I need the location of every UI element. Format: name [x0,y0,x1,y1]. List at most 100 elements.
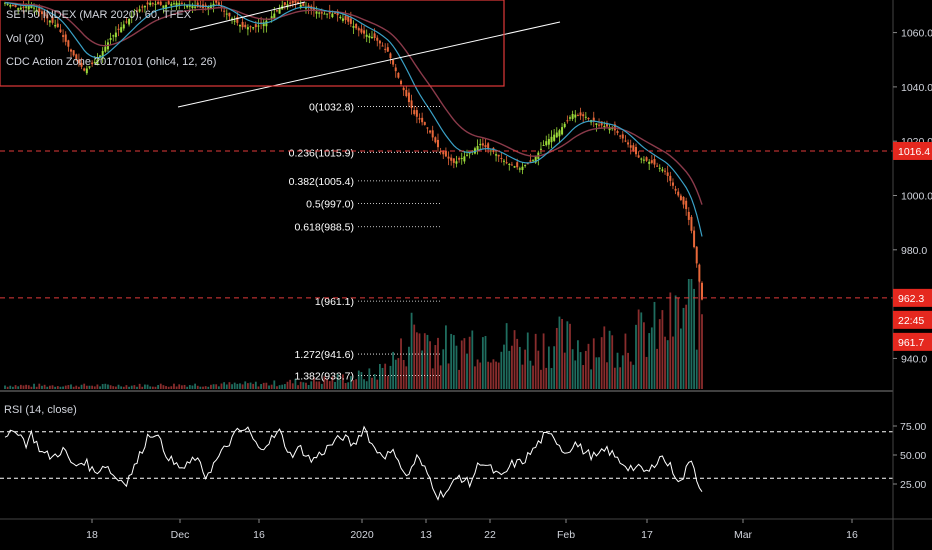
channel-upper-line[interactable] [189,1,306,31]
candle-body [294,0,297,3]
legend-symbol[interactable]: SET50 INDEX (MAR 2020), 60, TFEX [6,9,192,21]
volume-bar [635,324,637,389]
candle-body [157,1,160,5]
price-badge-label: 962.3 [898,293,924,305]
volume-bar [503,344,505,389]
legend-volume[interactable]: Vol (20) [6,33,44,45]
candle-body [365,34,368,37]
rsi-axis[interactable]: 75.00 50.00 25.00 [893,421,926,491]
volume-bar [246,383,249,389]
volume-bar [540,369,542,389]
candle-body [547,139,550,145]
candle-body [442,151,445,155]
volume-bar [188,385,191,389]
volume-bar [64,385,67,389]
candle-body [452,158,455,163]
volume-bar [471,330,474,389]
volume-bar [43,384,46,389]
candle-body [394,67,397,72]
volume-bar [138,383,141,389]
time-tick-label: 16 [253,529,265,541]
volume-bar [629,361,632,389]
candle-body [579,112,582,116]
volume-bar [373,374,376,389]
candle-body [341,18,344,21]
volume-bar [621,355,624,389]
volume-bar [553,346,556,389]
volume-bar [450,333,453,389]
volume-bar [389,365,392,389]
main-pane[interactable]: 0(1032.8) 0.236(1015.9) 0.382(1005.4) 0.5(9… [0,0,893,389]
volume-bar [394,359,397,389]
candle-body [381,45,384,47]
volume-bar [281,384,284,389]
volume-bar [529,360,532,389]
time-tick-label: Mar [734,529,753,541]
volume-bar [408,346,410,389]
candle-body [571,114,574,119]
volume-bar [268,385,270,389]
time-tick-label: 2020 [350,529,374,541]
time-axis[interactable]: 18 Dec 16 2020 13 22 Feb 17 Mar 16 [86,519,858,541]
volume-bar [262,382,265,389]
fibonacci-retracement[interactable]: 0(1032.8) 0.236(1015.9) 0.382(1005.4) 0.5(9… [289,101,442,383]
volume-bar [310,381,313,389]
candle-body [38,6,41,12]
volume-bar [590,369,593,389]
volume-bar [202,386,204,389]
candle-body [568,117,571,119]
candle-body [455,161,458,164]
candle-body [70,49,73,52]
candle-body [151,3,154,5]
volume-bar [125,385,128,389]
volume-bar [397,358,400,389]
volume-bar [695,349,698,389]
horizontal-lines[interactable] [0,150,893,299]
volume-bar [423,333,426,389]
candle-body [516,162,519,168]
legend-cdc[interactable]: CDC Action Zone 20170101 (ohlc4, 12, 26) [6,56,217,68]
candle-body [270,16,273,19]
volume-bar [228,382,231,389]
volume-bar [555,327,558,389]
candle-body [133,13,136,15]
volume-bar [9,385,12,389]
channel-lower-line[interactable] [177,21,561,108]
candle-body [542,144,545,146]
candle-body [637,155,640,158]
price-badge [893,288,932,307]
candle-body [149,2,152,5]
volume-bar [413,324,416,389]
volume-bar [698,279,701,389]
candle-body [143,5,146,8]
candle-body [355,24,358,29]
candle-body [574,114,577,118]
candle-body [627,142,630,145]
volume-bar [497,362,500,389]
candle-body [326,13,329,15]
legend-rsi[interactable]: RSI (14, close) [4,404,77,416]
volume-bar [278,385,281,389]
volume-bar [376,379,379,389]
candle-body [526,163,529,165]
volume-bar [312,377,315,389]
volume-bar [474,366,476,389]
price-badge-label: 22:45 [898,315,924,327]
candle-body [400,80,403,85]
range-box[interactable] [0,0,505,87]
candle-body [386,47,389,52]
candle-body [640,158,643,160]
rsi-pane[interactable] [0,425,893,501]
volume-bar [558,316,561,389]
candle-body [423,122,426,125]
volume-bar [62,386,64,389]
volume-bar [30,386,33,389]
candle-body [275,10,278,12]
candle-body [215,0,218,3]
candle-body [410,100,413,109]
volume-bar [233,382,236,389]
volume-bar [151,386,154,389]
volume-bar [22,385,25,389]
